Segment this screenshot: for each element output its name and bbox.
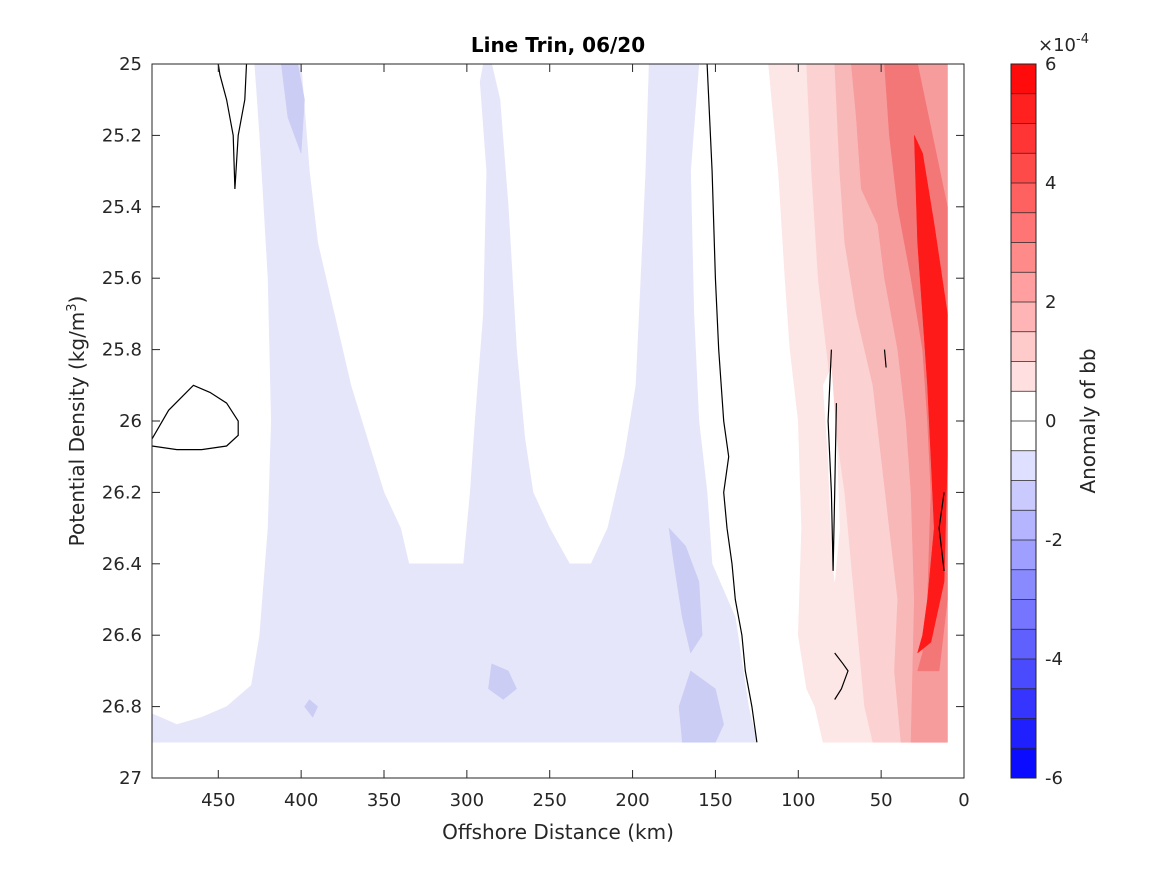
colorbar-exponent: ×10-4 — [1038, 32, 1089, 56]
y-tick-label: 26 — [119, 411, 142, 432]
y-axis-label-text: Potential Density (kg/m — [65, 312, 89, 547]
y-tick-label: 27 — [119, 768, 142, 789]
colorbar-segment — [1011, 450, 1036, 481]
colorbar-tick-label: 4 — [1045, 173, 1056, 194]
region-neg-patch-low3 — [488, 663, 517, 700]
contour-tick-right — [938, 492, 945, 571]
plot-area — [151, 63, 965, 779]
y-tick-label: 25 — [119, 54, 142, 75]
x-tick-label: 350 — [367, 790, 401, 811]
colorbar-tick-label: -2 — [1045, 530, 1063, 551]
x-axis: 450 400 350 300 250 200 150 100 50 0 — [201, 64, 970, 811]
contour-main — [706, 63, 758, 743]
contour-small-loop — [834, 652, 849, 700]
colorbar-segment — [1011, 391, 1036, 422]
colorbar-tick-label: 0 — [1045, 411, 1056, 432]
x-tick-label: 300 — [450, 790, 484, 811]
x-tick-label: 150 — [698, 790, 732, 811]
colorbar-segment — [1011, 123, 1036, 154]
x-tick-label: 0 — [958, 790, 969, 811]
region-neg-patch-low2 — [678, 670, 724, 743]
y-tick-label: 25.8 — [102, 340, 142, 361]
y-tick-label: 26.4 — [102, 554, 142, 575]
x-tick-label: 400 — [284, 790, 318, 811]
colorbar-segment — [1011, 302, 1036, 333]
colorbar-segment — [1011, 212, 1036, 243]
colorbar-segment — [1011, 629, 1036, 660]
zero-contour-lines — [151, 63, 945, 743]
contour-left-loop — [151, 384, 239, 451]
region-neg-patch-low1 — [668, 527, 703, 654]
region-white-hole-1 — [822, 366, 840, 582]
x-tick-label: 450 — [201, 790, 235, 811]
colorbar-segment — [1011, 480, 1036, 511]
colorbar-segment — [1011, 540, 1036, 571]
colorbar-tick-label: -4 — [1045, 649, 1063, 670]
colorbar-exponent-base: ×10 — [1038, 35, 1076, 56]
colorbar-frame — [1010, 63, 1037, 779]
colorbar: 6 4 2 0 -2 -4 -6 — [1010, 54, 1063, 789]
chart-title: Line Trin, 06/20 — [471, 33, 645, 57]
colorbar-segment — [1011, 153, 1036, 184]
colorbar-segment — [1011, 242, 1036, 273]
colorbar-segment — [1011, 510, 1036, 541]
colorbar-segment — [1011, 183, 1036, 214]
colorbar-segment — [1011, 748, 1036, 779]
x-tick-label: 200 — [615, 790, 649, 811]
y-axis-label: Potential Density (kg/m3) — [65, 296, 89, 547]
contour-thin-spike — [827, 349, 837, 571]
colorbar-segment — [1011, 718, 1036, 749]
colorbar-segment — [1011, 272, 1036, 303]
colorbar-segment — [1011, 421, 1036, 452]
y-tick-label: 26.6 — [102, 625, 142, 646]
x-tick-label: 50 — [870, 790, 893, 811]
y-tick-label: 26.8 — [102, 697, 142, 718]
region-neg-patch-low4 — [304, 699, 319, 718]
colorbar-segment — [1011, 688, 1036, 719]
colorbar-segment — [1011, 361, 1036, 392]
y-tick-label: 25.6 — [102, 268, 142, 289]
colorbar-segment — [1011, 64, 1036, 95]
contour-top-left — [217, 63, 248, 190]
colorbar-exponent-power: -4 — [1076, 32, 1089, 47]
y-axis: 25 25.2 25.4 25.6 25.8 26 26.2 26.4 26.6 26.8 27 — [102, 54, 964, 789]
colorbar-tick-label: 2 — [1045, 292, 1056, 313]
colorbar-tick-label: 6 — [1045, 54, 1056, 75]
x-tick-label: 100 — [781, 790, 815, 811]
colorbar-segment — [1011, 93, 1036, 124]
y-axis-label-superscript: 3 — [65, 303, 80, 311]
y-tick-label: 25.2 — [102, 125, 142, 146]
contour-fill-regions — [151, 63, 948, 743]
colorbar-segment — [1011, 599, 1036, 630]
contour-tick-1 — [883, 349, 887, 368]
colorbar-segment — [1011, 659, 1036, 690]
colorbar-segment — [1011, 569, 1036, 600]
colorbar-label: Anomaly of bb — [1076, 348, 1100, 493]
y-tick-label: 25.4 — [102, 197, 142, 218]
colorbar-segment — [1011, 331, 1036, 362]
y-axis-label-close: ) — [65, 296, 89, 304]
region-white-hole-2 — [232, 634, 256, 647]
y-tick-label: 26.2 — [102, 482, 142, 503]
colorbar-tick-label: -6 — [1045, 768, 1063, 789]
x-tick-label: 250 — [533, 790, 567, 811]
x-axis-label: Offshore Distance (km) — [442, 820, 674, 844]
